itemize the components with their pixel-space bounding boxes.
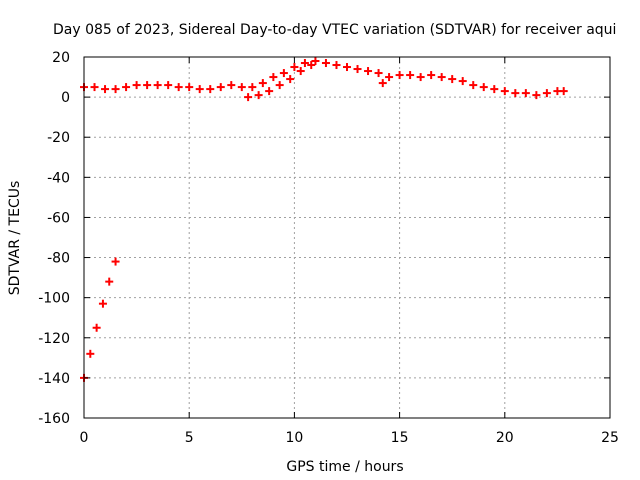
data-point <box>448 75 457 84</box>
data-point <box>311 57 320 66</box>
y-tick-label: -60 <box>47 210 70 226</box>
x-tick-label: 0 <box>80 430 89 446</box>
data-point <box>206 85 215 94</box>
data-point <box>416 73 425 82</box>
data-point <box>92 323 101 332</box>
y-tick-label: -100 <box>38 291 70 307</box>
data-point <box>332 61 341 70</box>
data-point <box>353 65 362 74</box>
y-tick-label: 20 <box>52 50 70 66</box>
data-point <box>90 83 99 92</box>
data-point <box>254 91 263 100</box>
data-point <box>532 91 541 100</box>
x-tick-label: 25 <box>601 430 619 446</box>
x-axis-label: GPS time / hours <box>286 459 403 475</box>
data-point <box>275 81 284 90</box>
y-tick-label: -120 <box>38 331 70 347</box>
ticks: 20 0 -20 -40 -60 -80 -100 -120 -140 -160 0 5 10 15 20 2… <box>38 50 619 446</box>
data-point <box>132 81 141 90</box>
data-point <box>479 83 488 92</box>
data-point <box>385 73 394 82</box>
data-points <box>80 57 568 382</box>
data-point <box>265 87 274 96</box>
data-point <box>258 79 267 88</box>
data-point <box>559 87 568 96</box>
data-point <box>216 83 225 92</box>
data-point <box>164 81 173 90</box>
data-point <box>286 75 295 84</box>
data-point <box>395 71 404 80</box>
data-point <box>185 83 194 92</box>
data-point <box>269 73 278 82</box>
y-tick-label: -140 <box>38 371 70 387</box>
x-tick-label: 10 <box>285 430 303 446</box>
data-point <box>458 77 467 86</box>
data-point <box>427 71 436 80</box>
x-tick-label: 5 <box>185 430 194 446</box>
data-point <box>469 81 478 90</box>
data-point <box>374 69 383 78</box>
grid <box>84 57 610 418</box>
y-tick-label: -80 <box>47 251 70 267</box>
data-point <box>105 277 114 286</box>
data-point <box>343 63 351 72</box>
data-point <box>111 85 120 94</box>
data-point <box>153 81 162 90</box>
data-point <box>500 87 509 96</box>
plot-frame <box>83 56 611 419</box>
x-tick-label: 15 <box>391 430 409 446</box>
data-point <box>511 89 520 98</box>
data-point <box>237 83 246 92</box>
data-point <box>490 85 499 94</box>
y-tick-label: -20 <box>47 130 70 146</box>
y-axis-label: SDTVAR / TECUs <box>7 181 23 296</box>
data-point <box>300 59 309 68</box>
data-point <box>321 59 330 68</box>
data-point <box>248 83 257 92</box>
chart-title: Day 085 of 2023, Sidereal Day-to-day VTE… <box>53 22 616 38</box>
y-tick-label: -40 <box>47 170 70 186</box>
x-tick-label: 20 <box>496 430 514 446</box>
data-point <box>98 299 107 308</box>
data-point <box>279 69 288 78</box>
data-point <box>307 61 316 70</box>
data-point <box>542 89 551 98</box>
data-point <box>195 85 204 94</box>
data-point <box>437 73 446 82</box>
data-point <box>364 67 373 76</box>
data-point <box>290 63 299 72</box>
y-tick-label: -160 <box>38 411 70 427</box>
data-point <box>296 67 305 76</box>
data-point <box>406 71 415 80</box>
data-point <box>111 257 120 266</box>
data-point <box>521 89 530 98</box>
data-point <box>143 81 152 90</box>
data-point <box>86 349 95 358</box>
data-point <box>174 83 183 92</box>
data-point <box>378 79 387 88</box>
data-point <box>244 93 253 102</box>
data-point <box>101 85 110 94</box>
data-point <box>122 83 131 92</box>
y-tick-label: 0 <box>61 90 70 106</box>
data-point <box>227 81 236 90</box>
